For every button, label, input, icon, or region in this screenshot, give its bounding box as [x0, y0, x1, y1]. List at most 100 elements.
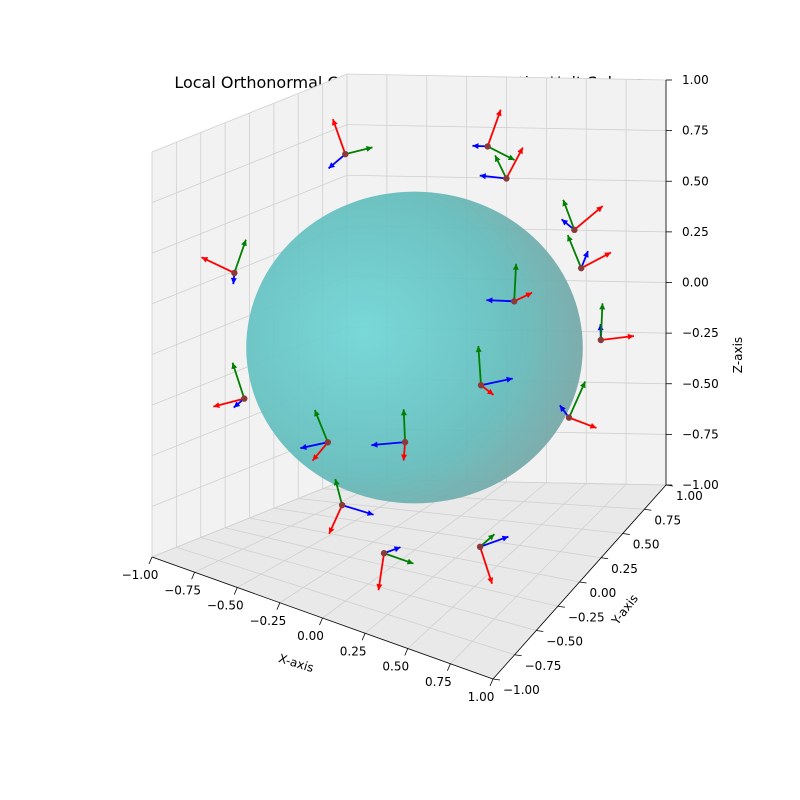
y-tick-5: [601, 557, 609, 560]
z-tick-label-4: 0.00: [682, 276, 709, 290]
tangent2-arrow-5: [599, 303, 606, 341]
tangent2-arrow-7-head: [365, 146, 373, 152]
normal-arrow-9: [479, 546, 494, 585]
x-tick-0: [148, 556, 153, 565]
normal-arrow-5-head: [627, 333, 634, 340]
tangent1-arrow-6: [486, 297, 515, 304]
frame-point-13: [324, 439, 332, 446]
grid-line-left-z-8: [151, 73, 348, 153]
normal-arrow-1-head: [201, 257, 209, 263]
grid-line-floor-x-6: [407, 483, 587, 649]
tangent2-arrow-14-shaft: [231, 362, 246, 399]
tangent1-arrow-12: [371, 441, 406, 448]
y-tick-3: [557, 605, 565, 608]
normal-arrow-1-shaft: [201, 256, 235, 274]
tangent2-arrow-6-shaft: [513, 263, 517, 302]
tangent2-arrow-2-head: [495, 155, 501, 163]
tangent1-arrow-12-head: [371, 441, 378, 448]
frame-point-3: [571, 226, 578, 234]
tangent2-arrow-1-head: [241, 239, 247, 247]
tangent1-arrow-7-head: [328, 162, 335, 169]
y-tick-label-4: 0.00: [590, 586, 617, 600]
normal-arrow-4: [580, 251, 612, 269]
frame-point-7: [342, 150, 349, 158]
normal-arrow-3-shaft: [573, 205, 604, 231]
tangent2-arrow-2: [494, 154, 508, 179]
normal-arrow-7-shaft: [331, 118, 347, 155]
tangent2-arrow-9-head: [488, 534, 495, 541]
tangent2-arrow-15-head: [333, 479, 340, 486]
x-tick-6: [404, 648, 409, 656]
tangent2-arrow-0-head: [475, 346, 482, 353]
sphere-surface: [246, 191, 583, 504]
tangent2-arrow-13-head: [314, 410, 320, 417]
tangent1-arrow-0-head: [506, 376, 513, 383]
frame-point-2: [503, 175, 510, 182]
normal-arrow-2: [505, 147, 524, 179]
grid-line-left-z-7: [151, 124, 348, 203]
z-tick-label-8: 1.00: [682, 73, 709, 87]
normal-arrow-6-head: [525, 292, 533, 298]
normal-arrow-8: [486, 109, 502, 147]
frame-point-11: [380, 550, 388, 557]
normal-arrow-11-head: [376, 583, 383, 591]
z-axis-label: Z-axis: [731, 337, 745, 373]
z-tick-label-2: −0.50: [682, 377, 719, 391]
normal-arrow-9-head: [487, 577, 494, 584]
tangent1-arrow-2: [479, 173, 507, 180]
normal-arrow-3-head: [596, 206, 603, 213]
frame-point-15: [338, 501, 346, 509]
normal-arrow-15: [328, 504, 343, 535]
tangent2-arrow-3: [562, 199, 576, 231]
tangent2-arrow-14-head: [231, 362, 238, 370]
frame-point-1: [231, 269, 238, 277]
x-tick-7: [447, 663, 451, 671]
y-tick-2: [536, 630, 544, 632]
tangent1-arrow-7: [327, 153, 346, 170]
tangent1-arrow-11-head: [393, 546, 401, 553]
axis-ticks: −1.00 −1.00 −1.00 −0.75 −0.75 −0.75 −0.50 −0.50…: [122, 73, 719, 704]
y-tick-label-1: −0.75: [525, 659, 562, 673]
x-tick-3: [276, 602, 281, 610]
grid-line-floor-y-5: [273, 507, 602, 559]
frame-point-8: [484, 143, 491, 150]
y-tick-label-2: −0.50: [546, 635, 583, 649]
tangent1-arrow-4-head: [583, 251, 589, 258]
tangent1-arrow-3-head: [561, 219, 569, 226]
x-tick-label-8: 1.00: [468, 690, 495, 704]
frame-point-0: [477, 382, 485, 389]
frame-point-9: [476, 543, 484, 551]
grid-line-left-z-6: [151, 174, 348, 254]
tangent1-arrow-13: [300, 441, 329, 450]
tangent2-arrow-11: [383, 552, 414, 565]
grid-line-back-z-8: [346, 73, 667, 81]
tangent2-arrow-10-head: [580, 381, 586, 389]
tangent2-arrow-0-shaft: [477, 345, 482, 386]
tangent2-arrow-14: [231, 362, 246, 399]
tangent2-arrow-8-head: [507, 154, 515, 160]
y-tick-8: [665, 484, 674, 487]
z-tick-label-1: −0.75: [682, 427, 719, 441]
tangent2-arrow-10: [568, 381, 586, 418]
tangent2-arrow-12: [400, 409, 407, 443]
normal-arrow-10: [568, 416, 597, 429]
normal-arrow-4-head: [604, 252, 611, 258]
grid-line-floor-y-4: [249, 517, 580, 583]
x-tick-8: [489, 678, 494, 687]
normal-arrow-12-head: [401, 454, 408, 461]
y-tick-7: [644, 508, 652, 511]
normal-arrow-13: [311, 441, 329, 462]
y-tick-label-7: 0.75: [654, 513, 681, 527]
x-tick-label-6: 0.50: [382, 660, 409, 674]
x-tick-4: [319, 617, 323, 626]
normal-arrow-11-shaft: [377, 553, 385, 591]
grid-line-back-z-7: [346, 124, 667, 132]
tangent2-arrow-11-head: [406, 558, 414, 565]
tangent1-arrow-6-head: [486, 297, 493, 304]
vector-layer: [201, 109, 635, 591]
x-tick-label-7: 0.75: [425, 675, 452, 689]
y-tick-6: [622, 533, 630, 535]
y-tick-0: [492, 678, 501, 681]
tangent2-arrow-1: [233, 239, 247, 274]
normal-arrow-15-head: [328, 527, 335, 534]
